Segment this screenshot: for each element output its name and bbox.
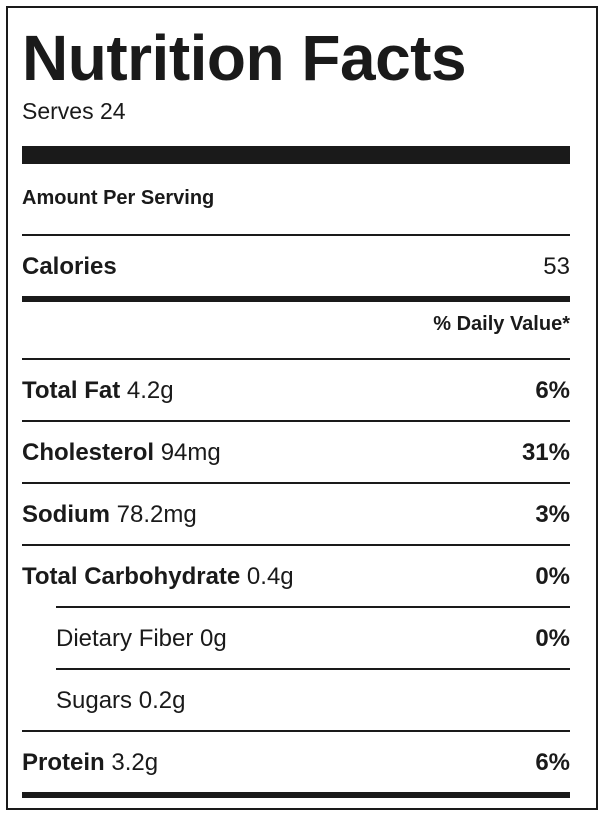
nutrient-amount: 0g <box>200 625 227 652</box>
nutrient-daily-value: 0% <box>535 563 570 590</box>
calories-label: Calories <box>22 253 117 280</box>
nutrient-row-sodium: Sodium 78.2mg 3% <box>22 500 570 530</box>
nutrient-row-protein: Protein 3.2g 6% <box>22 748 570 778</box>
indented-divider <box>56 606 570 608</box>
nutrient-daily-value: 3% <box>535 501 570 528</box>
divider <box>22 730 570 732</box>
nutrient-amount: 3.2g <box>111 749 159 776</box>
nutrient-name: Sugars <box>56 687 133 714</box>
nutrient-name: Total Fat <box>22 377 121 404</box>
nutrient-name: Protein <box>22 749 105 776</box>
nutrient-amount: 4.2g <box>126 377 174 404</box>
calories-value: 53 <box>543 253 570 280</box>
label-title: Nutrition Facts <box>22 22 467 94</box>
nutrient-name: Dietary Fiber <box>56 625 194 652</box>
nutrient-daily-value: 31% <box>521 439 570 466</box>
medium-divider <box>22 296 570 302</box>
amount-per-serving-heading: Amount Per Serving <box>22 187 215 209</box>
nutrient-amount: 0.4g <box>246 563 294 590</box>
divider <box>22 358 570 360</box>
nutrient-daily-value: 6% <box>535 377 570 404</box>
nutrient-row-cholesterol: Cholesterol 94mg 31% <box>22 438 570 468</box>
daily-value-header: % Daily Value* <box>433 313 570 335</box>
divider <box>22 420 570 422</box>
nutrient-row-total-carbohydrate: Total Carbohydrate 0.4g 0% <box>22 562 570 592</box>
nutrient-row-dietary-fiber: Dietary Fiber 0g 0% <box>56 624 570 654</box>
nutrient-daily-value: 0% <box>535 625 570 652</box>
nutrient-amount: 0.2g <box>138 687 186 714</box>
nutrient-name: Cholesterol <box>22 439 155 466</box>
nutrient-amount: 94mg <box>160 439 221 466</box>
nutrient-daily-value: 6% <box>535 749 570 776</box>
bottom-divider <box>22 792 570 798</box>
indented-divider <box>56 668 570 670</box>
nutrient-row-total-fat: Total Fat 4.2g 6% <box>22 376 570 406</box>
nutrient-name: Sodium <box>22 501 110 528</box>
divider <box>22 234 570 236</box>
nutrition-label <box>6 6 598 810</box>
nutrient-row-sugars: Sugars 0.2g <box>56 686 570 716</box>
nutrient-name: Total Carbohydrate <box>22 563 241 590</box>
nutrient-amount: 78.2mg <box>116 501 197 528</box>
thick-divider <box>22 146 570 164</box>
divider <box>22 482 570 484</box>
servings-text: Serves 24 <box>22 98 126 124</box>
divider <box>22 544 570 546</box>
calories-row: Calories 53 <box>22 252 570 282</box>
